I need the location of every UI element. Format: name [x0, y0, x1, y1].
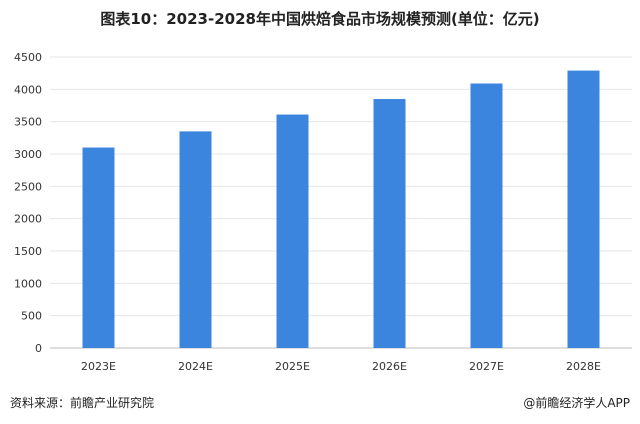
y-tick-label: 2500: [14, 180, 42, 193]
y-tick-label: 3500: [14, 116, 42, 129]
bar: [470, 83, 503, 348]
chart-title: 图表10：2023-2028年中国烘焙食品市场规模预测(单位：亿元): [100, 10, 540, 28]
bar: [179, 131, 212, 348]
brand-credit: @前瞻经济学人APP: [523, 396, 630, 410]
y-tick-label: 500: [21, 310, 42, 323]
x-tick-label: 2027E: [469, 360, 504, 373]
y-tick-label: 1000: [14, 277, 42, 290]
x-tick-label: 2023E: [81, 360, 116, 373]
y-tick-label: 1500: [14, 245, 42, 258]
x-tick-label: 2025E: [275, 360, 310, 373]
bar: [567, 70, 600, 348]
x-tick-label: 2024E: [178, 360, 213, 373]
y-tick-label: 4500: [14, 51, 42, 64]
x-tick-label: 2026E: [372, 360, 407, 373]
y-tick-label: 2000: [14, 213, 42, 226]
bar: [373, 99, 406, 349]
y-tick-label: 4000: [14, 83, 42, 96]
y-tick-label: 0: [35, 342, 42, 355]
y-tick-label: 3000: [14, 148, 42, 161]
bar: [276, 114, 309, 348]
source-note: 资料来源：前瞻产业研究院: [10, 396, 155, 410]
x-tick-label: 2028E: [566, 360, 601, 373]
bar: [82, 147, 115, 348]
